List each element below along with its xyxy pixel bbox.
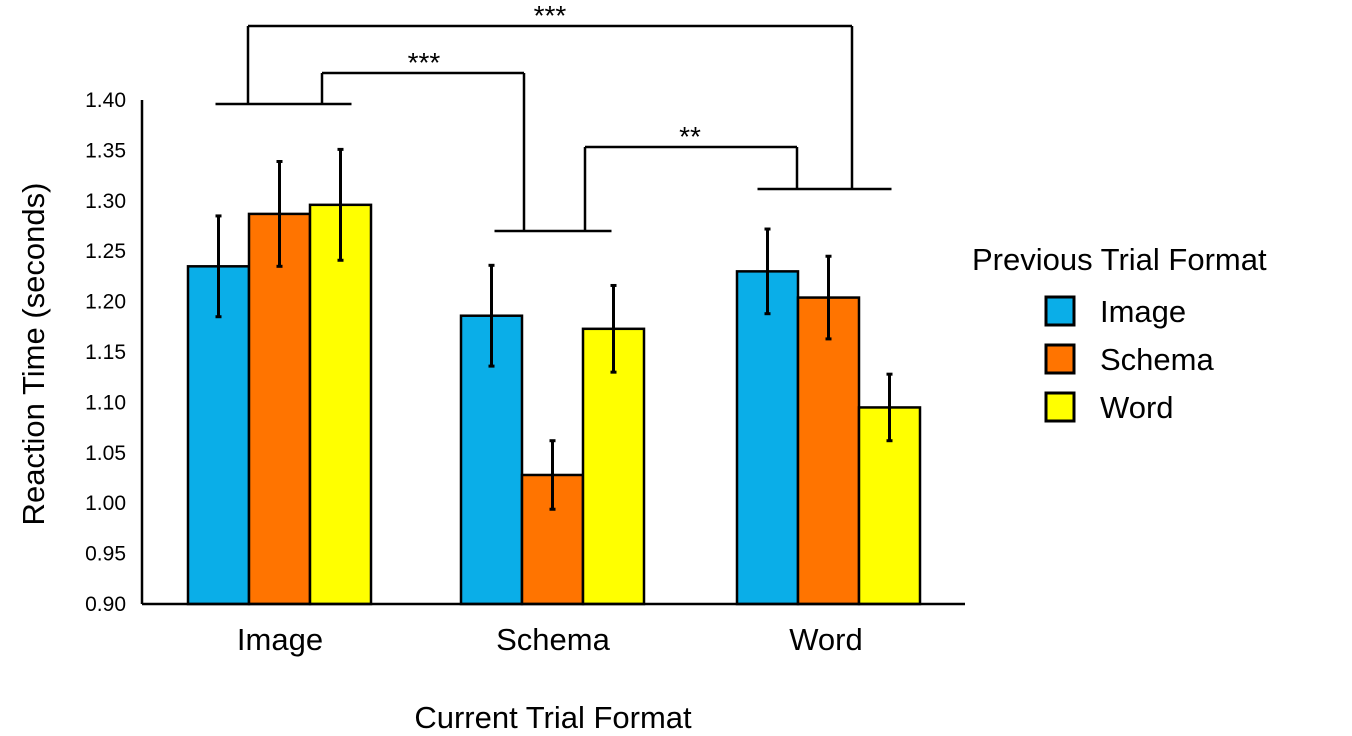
significance-label: *** (534, 0, 567, 31)
error-bars-layer (215, 147, 893, 511)
y-tick-label: 1.10 (85, 391, 126, 414)
significance-label: ** (679, 121, 701, 152)
bar-image-schema (247, 212, 312, 606)
legend-swatch-image (1044, 295, 1076, 327)
bar-word-image (735, 270, 800, 606)
x-category-label: Word (789, 622, 863, 657)
legend-label-image: Image (1100, 294, 1186, 329)
significance-label: *** (408, 47, 441, 78)
legend-swatch-schema (1044, 343, 1076, 375)
x-axis-title: Current Trial Format (414, 700, 692, 735)
legend-swatch-word (1044, 391, 1076, 423)
legend-label-word: Word (1100, 390, 1174, 425)
y-tick-label: 1.00 (85, 492, 126, 515)
y-tick-label: 1.40 (85, 89, 126, 112)
y-tick-label: 1.25 (85, 240, 126, 263)
bar-image-image (186, 265, 251, 606)
y-tick-label: 1.30 (85, 190, 126, 213)
y-axis-title: Reaction Time (seconds) (16, 183, 51, 526)
y-tick-label: 1.20 (85, 291, 126, 314)
legend: Previous Trial Format Image Schema Word (972, 242, 1267, 425)
bar-schema-word (581, 327, 646, 606)
y-tick-labels: 0.90 0.95 1.00 1.05 1.10 1.15 1.20 1.25 1.30 1.35… (85, 89, 126, 616)
y-tick-label: 0.95 (85, 543, 126, 566)
x-category-label: Image (237, 622, 323, 657)
legend-label-schema: Schema (1100, 342, 1214, 377)
bars-layer (186, 203, 922, 606)
legend-title: Previous Trial Format (972, 242, 1267, 277)
bar-image-word (308, 203, 373, 606)
x-category-label: Schema (496, 622, 610, 657)
y-tick-label: 1.05 (85, 442, 126, 465)
y-tick-label: 1.15 (85, 341, 126, 364)
y-tick-label: 0.90 (85, 593, 126, 616)
y-tick-label: 1.35 (85, 139, 126, 162)
significance-brackets: ******** (215, 0, 892, 233)
bar-word-schema (796, 296, 861, 606)
